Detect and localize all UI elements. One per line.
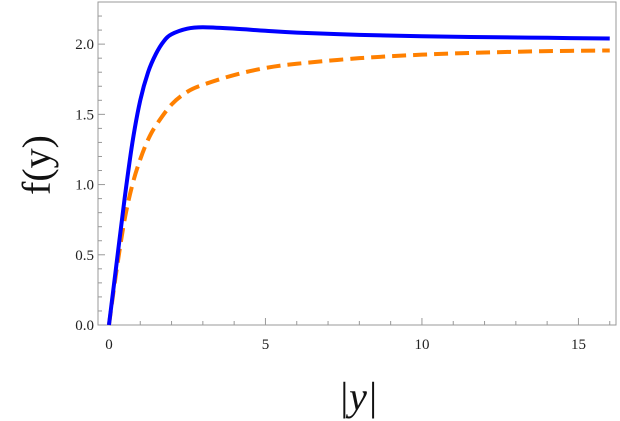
y-tick-label: 0.5	[75, 248, 94, 264]
series-line-blue-solid	[106, 25, 610, 326]
y-axis-label: f(y)	[14, 135, 59, 195]
x-tick-label: 15	[571, 337, 586, 353]
y-tick-label: 0.0	[75, 318, 94, 334]
x-axis-label: |y|	[338, 374, 378, 419]
y-tick-label: 2.0	[75, 37, 94, 53]
y-tick-label: 1.0	[75, 178, 94, 194]
x-tick-label: 0	[105, 337, 113, 353]
y-tick-label: 1.5	[75, 107, 94, 123]
x-tick-label: 10	[414, 337, 429, 353]
plot-frame	[97, 1, 617, 326]
x-tick-label: 5	[262, 337, 270, 353]
series-line-orange-dashed	[106, 48, 610, 326]
